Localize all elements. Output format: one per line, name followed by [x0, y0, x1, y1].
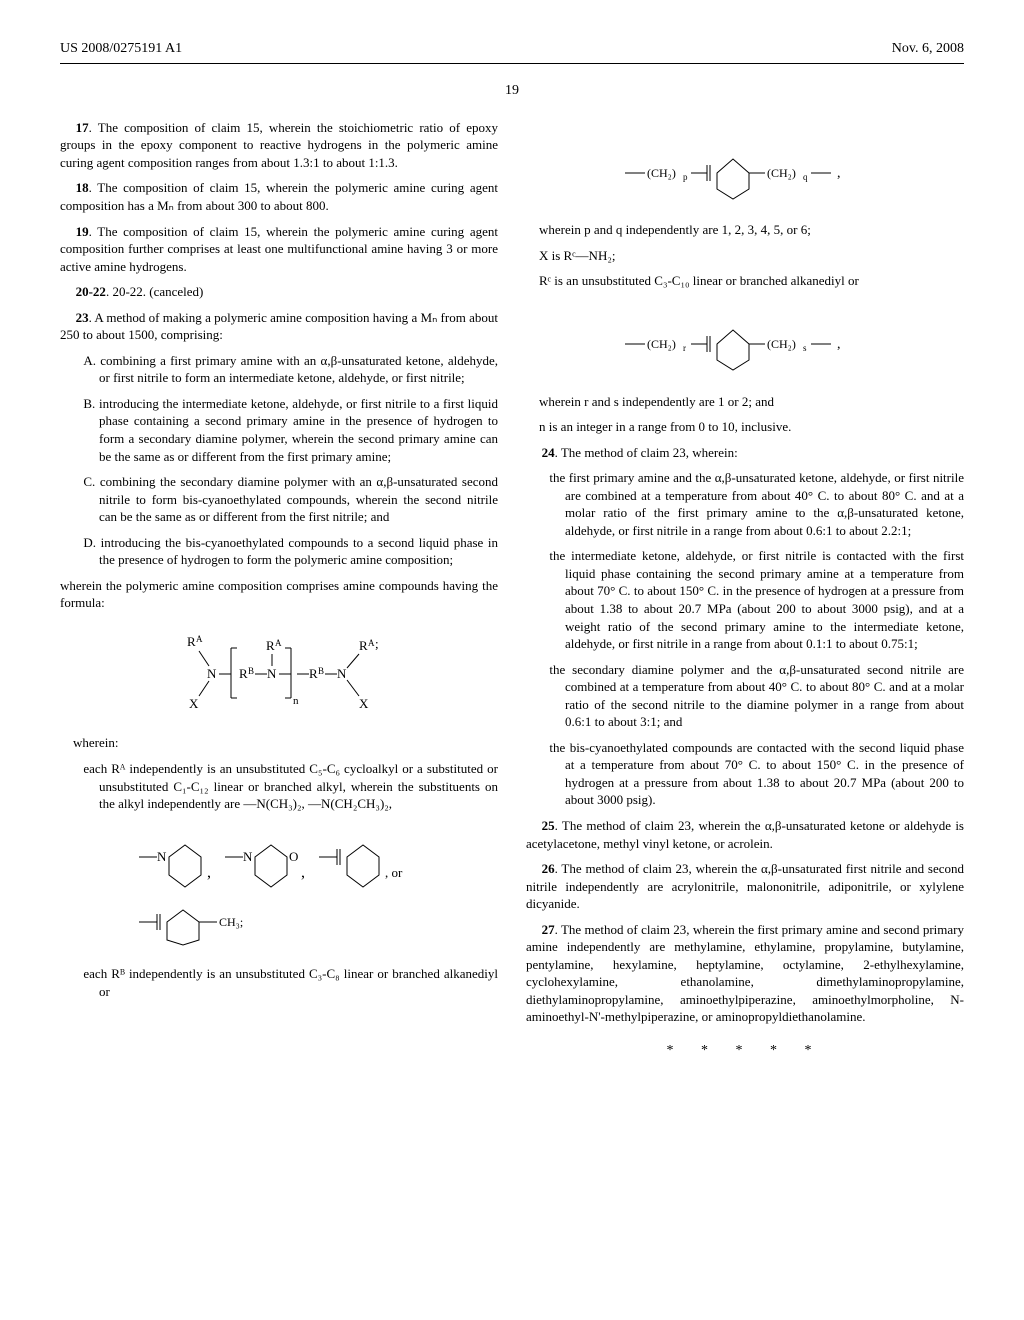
svg-text:, or: , or — [385, 865, 403, 880]
left-column: 17. The composition of claim 15, wherein… — [60, 119, 498, 1061]
claim-23-b: B. introducing the intermediate ketone, … — [83, 395, 498, 465]
svg-text:B: B — [248, 666, 254, 676]
formula-rs-svg: (CH₂) r (CH₂) s , — [615, 304, 875, 374]
formula-main: RA N X RB N RA n R — [60, 626, 498, 721]
svg-text:R: R — [266, 638, 275, 653]
svg-text:X: X — [189, 696, 199, 711]
claim-19: 19. The composition of claim 15, wherein… — [60, 223, 498, 276]
formula-main-svg: RA N X RB N RA n R — [169, 626, 389, 716]
header-rule — [60, 63, 964, 64]
claim-26-text: The method of claim 23, wherein the α,β-… — [526, 861, 964, 911]
claim-24-lead: The method of claim 23, wherein: — [561, 445, 738, 460]
claim-18-text: The composition of claim 15, wherein the… — [60, 180, 498, 213]
formula-pq-svg: (CH₂) p (CH₂) q , — [615, 133, 875, 203]
formula-substituents: N , N O , , or C — [60, 827, 498, 952]
svg-text:(CH₂): (CH₂) — [647, 337, 676, 351]
svg-text:R: R — [239, 666, 248, 681]
svg-text:X: X — [359, 696, 369, 711]
svg-text:n: n — [293, 695, 299, 707]
rc-definition: Rᶜ is an unsubstituted C₃-C₁₀ linear or … — [539, 272, 964, 290]
svg-text:A: A — [275, 638, 282, 648]
svg-text:(CH₂): (CH₂) — [767, 337, 796, 351]
claim-23-lead: A method of making a polymeric amine com… — [60, 310, 498, 343]
svg-text:R: R — [359, 638, 368, 653]
claim-19-text: The composition of claim 15, wherein the… — [60, 224, 498, 274]
page-number: 19 — [60, 82, 964, 101]
claim-23-d: D. introducing the bis-cyanoethylated co… — [83, 534, 498, 569]
svg-text:,: , — [301, 864, 305, 881]
claim-17-text: The composition of claim 15, wherein the… — [60, 120, 498, 170]
x-definition: X is Rᶜ—NH₂; — [539, 247, 964, 265]
claim-18: 18. The composition of claim 15, wherein… — [60, 179, 498, 214]
claim-23-wherein: wherein the polymeric amine composition … — [60, 577, 498, 612]
publication-number: US 2008/0275191 A1 — [60, 40, 182, 59]
claim-24-a: the first primary amine and the α,β-unsa… — [549, 469, 964, 539]
rs-text: wherein r and s independently are 1 or 2… — [539, 393, 964, 411]
svg-text:R: R — [309, 666, 318, 681]
publication-date: Nov. 6, 2008 — [892, 40, 964, 59]
svg-text:,: , — [837, 166, 841, 181]
svg-text:r: r — [683, 343, 686, 353]
svg-text:N: N — [207, 666, 217, 681]
claim-26: 26. The method of claim 23, wherein the … — [526, 860, 964, 913]
svg-text:A: A — [368, 638, 375, 648]
formula-substituents-svg: N , N O , , or C — [129, 827, 429, 947]
claim-25-text: The method of claim 23, wherein the α,β-… — [526, 818, 964, 851]
svg-text:N: N — [157, 849, 167, 864]
two-column-layout: 17. The composition of claim 15, wherein… — [60, 119, 964, 1061]
formula-pq: (CH₂) p (CH₂) q , — [526, 133, 964, 208]
right-column: (CH₂) p (CH₂) q , wherein p and q independ… — [526, 119, 964, 1061]
svg-text:O: O — [289, 849, 298, 864]
svg-text:R: R — [187, 634, 196, 649]
claim-23-a: A. combining a first primary amine with … — [83, 352, 498, 387]
svg-text:s: s — [803, 343, 807, 353]
svg-text:,: , — [207, 864, 211, 881]
claim-24-c: the secondary diamine polymer and the α,… — [549, 661, 964, 731]
pq-text: wherein p and q independently are 1, 2, … — [539, 221, 964, 239]
wherein-label: wherein: — [73, 734, 498, 752]
svg-text:,: , — [837, 337, 841, 352]
claim-24: 24. The method of claim 23, wherein: — [526, 444, 964, 462]
svg-text:(CH₂): (CH₂) — [647, 166, 676, 180]
claim-24-b: the intermediate ketone, aldehyde, or fi… — [549, 547, 964, 652]
claims-20-22-text: 20-22. (canceled) — [112, 284, 203, 299]
claim-23: 23. A method of making a polymeric amine… — [60, 309, 498, 344]
svg-text:N: N — [243, 849, 253, 864]
claim-23-c: C. combining the secondary diamine polym… — [83, 473, 498, 526]
claim-25: 25. The method of claim 23, wherein the … — [526, 817, 964, 852]
svg-text:q: q — [803, 172, 808, 182]
svg-text:p: p — [683, 172, 688, 182]
svg-text:N: N — [267, 666, 277, 681]
svg-text:;: ; — [375, 636, 379, 651]
end-of-document-marks: * * * * * — [526, 1042, 964, 1061]
svg-text:A: A — [196, 634, 203, 644]
claim-24-d: the bis-cyanoethylated compounds are con… — [549, 739, 964, 809]
page-header: US 2008/0275191 A1 Nov. 6, 2008 — [60, 40, 964, 59]
rb-definition: each Rᴮ independently is an unsubstitute… — [83, 965, 498, 1000]
n-definition: n is an integer in a range from 0 to 10,… — [539, 418, 964, 436]
svg-text:(CH₂): (CH₂) — [767, 166, 796, 180]
svg-text:B: B — [318, 666, 324, 676]
svg-text:N: N — [337, 666, 347, 681]
svg-text:CH₃;: CH₃; — [219, 915, 243, 929]
formula-rs: (CH₂) r (CH₂) s , — [526, 304, 964, 379]
claims-20-22: 20-22. 20-22. (canceled) — [60, 283, 498, 301]
ra-definition: each Rᴬ independently is an unsubstitute… — [83, 760, 498, 813]
claim-27-text: The method of claim 23, wherein the firs… — [526, 922, 964, 1025]
claim-27: 27. The method of claim 23, wherein the … — [526, 921, 964, 1026]
claim-17: 17. The composition of claim 15, wherein… — [60, 119, 498, 172]
